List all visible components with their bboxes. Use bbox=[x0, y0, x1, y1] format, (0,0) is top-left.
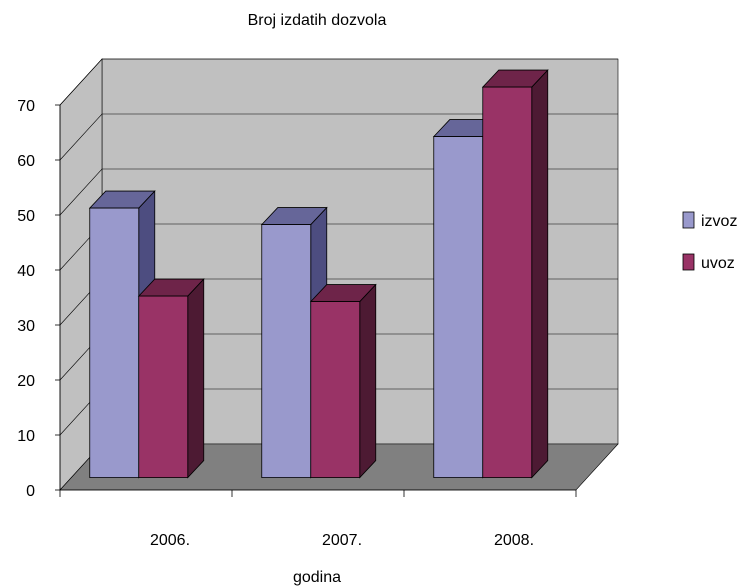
legend-label-izvoz: izvoz bbox=[701, 213, 737, 230]
x-tick-label: 2008. bbox=[494, 532, 534, 549]
bar-front bbox=[310, 301, 361, 478]
bar-uvoz-2008. bbox=[481, 69, 549, 479]
y-tick-label: 60 bbox=[17, 153, 35, 170]
gridline bbox=[59, 113, 618, 161]
bar-side bbox=[531, 69, 549, 479]
bar-front bbox=[138, 295, 189, 478]
y-tick-label: 50 bbox=[17, 208, 35, 225]
chart-title: Broj izdatih dozvola bbox=[248, 12, 387, 29]
legend-swatch-izvoz bbox=[682, 211, 695, 229]
y-tick-label: 40 bbox=[17, 263, 35, 280]
x-axis-title: godina bbox=[293, 569, 341, 586]
legend-swatch-uvoz bbox=[682, 253, 695, 271]
axes bbox=[59, 105, 577, 497]
gridline bbox=[59, 58, 618, 106]
legend: izvoz uvoz bbox=[682, 211, 737, 272]
y-tick-label: 30 bbox=[17, 318, 35, 335]
y-tick-label: 10 bbox=[17, 428, 35, 445]
bars bbox=[88, 69, 549, 479]
bar-uvoz-2007. bbox=[309, 283, 377, 479]
bar-front bbox=[261, 224, 312, 478]
bar-uvoz-2006. bbox=[137, 278, 205, 479]
y-tick-label: 0 bbox=[26, 483, 35, 500]
bar-front bbox=[482, 86, 533, 478]
y-tick-label: 20 bbox=[17, 373, 35, 390]
x-tick-label: 2006. bbox=[150, 532, 190, 549]
x-tick-label: 2007. bbox=[322, 532, 362, 549]
tick-labels: 0 10 20 30 40 50 60 70 2006. 2007. 2008. bbox=[17, 98, 534, 549]
bar-side bbox=[187, 278, 205, 479]
bar-side bbox=[359, 283, 377, 479]
bar-front bbox=[433, 136, 484, 478]
bar-front bbox=[89, 207, 140, 478]
y-tick-label: 70 bbox=[17, 98, 35, 115]
legend-label-uvoz: uvoz bbox=[701, 255, 735, 272]
